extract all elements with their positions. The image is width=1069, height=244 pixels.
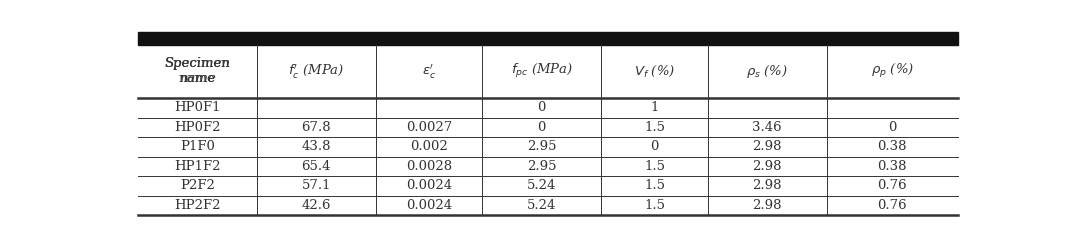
Text: $\epsilon_c'$: $\epsilon_c'$ bbox=[422, 62, 436, 81]
Text: 2.98: 2.98 bbox=[753, 199, 783, 212]
Text: 0: 0 bbox=[538, 101, 546, 114]
Text: 0.38: 0.38 bbox=[878, 140, 908, 153]
Text: 0: 0 bbox=[888, 121, 897, 134]
Text: 2.98: 2.98 bbox=[753, 180, 783, 193]
Text: $f_{pc}$ (MPa): $f_{pc}$ (MPa) bbox=[511, 62, 573, 81]
Bar bbox=[138, 45, 958, 98]
Text: P1F0: P1F0 bbox=[180, 140, 215, 153]
Text: 0.0027: 0.0027 bbox=[406, 121, 452, 134]
Text: 2.98: 2.98 bbox=[753, 160, 783, 173]
Text: HP0F1: HP0F1 bbox=[174, 101, 220, 114]
Text: 0.0028: 0.0028 bbox=[406, 160, 452, 173]
Text: 67.8: 67.8 bbox=[301, 121, 331, 134]
Text: 43.8: 43.8 bbox=[301, 140, 331, 153]
Text: 2.98: 2.98 bbox=[753, 140, 783, 153]
Text: 1.5: 1.5 bbox=[644, 199, 665, 212]
Text: 0.002: 0.002 bbox=[410, 140, 448, 153]
Text: 5.24: 5.24 bbox=[527, 199, 556, 212]
Text: 0.0024: 0.0024 bbox=[406, 180, 452, 193]
Text: $f_c'$ (MPa): $f_c'$ (MPa) bbox=[288, 62, 344, 81]
Text: 0.76: 0.76 bbox=[878, 180, 908, 193]
Text: 0.38: 0.38 bbox=[878, 160, 908, 173]
Text: 0.0024: 0.0024 bbox=[406, 199, 452, 212]
Text: $V_f$ (%): $V_f$ (%) bbox=[634, 64, 676, 79]
Text: 57.1: 57.1 bbox=[301, 180, 331, 193]
Text: 42.6: 42.6 bbox=[301, 199, 331, 212]
Text: 65.4: 65.4 bbox=[301, 160, 331, 173]
Text: HP1F2: HP1F2 bbox=[174, 160, 220, 173]
Text: 0.76: 0.76 bbox=[878, 199, 908, 212]
Text: Specimen
name: Specimen name bbox=[165, 58, 230, 85]
Text: $\rho_s$ (%): $\rho_s$ (%) bbox=[746, 63, 788, 80]
Text: 1: 1 bbox=[650, 101, 659, 114]
Text: 5.24: 5.24 bbox=[527, 180, 556, 193]
Text: 2.95: 2.95 bbox=[527, 140, 557, 153]
Text: 1.5: 1.5 bbox=[644, 160, 665, 173]
Text: 0: 0 bbox=[538, 121, 546, 134]
Text: HP2F2: HP2F2 bbox=[174, 199, 220, 212]
Text: 1.5: 1.5 bbox=[644, 180, 665, 193]
Text: HP0F2: HP0F2 bbox=[174, 121, 220, 134]
Text: $\rho_p$ (%): $\rho_p$ (%) bbox=[871, 62, 914, 81]
Bar bbox=[138, 32, 958, 45]
Text: P2F2: P2F2 bbox=[180, 180, 215, 193]
Text: 1.5: 1.5 bbox=[644, 121, 665, 134]
Text: 2.95: 2.95 bbox=[527, 160, 557, 173]
Text: 3.46: 3.46 bbox=[753, 121, 783, 134]
Text: 0: 0 bbox=[650, 140, 659, 153]
Text: Specimen
name: Specimen name bbox=[165, 58, 230, 85]
